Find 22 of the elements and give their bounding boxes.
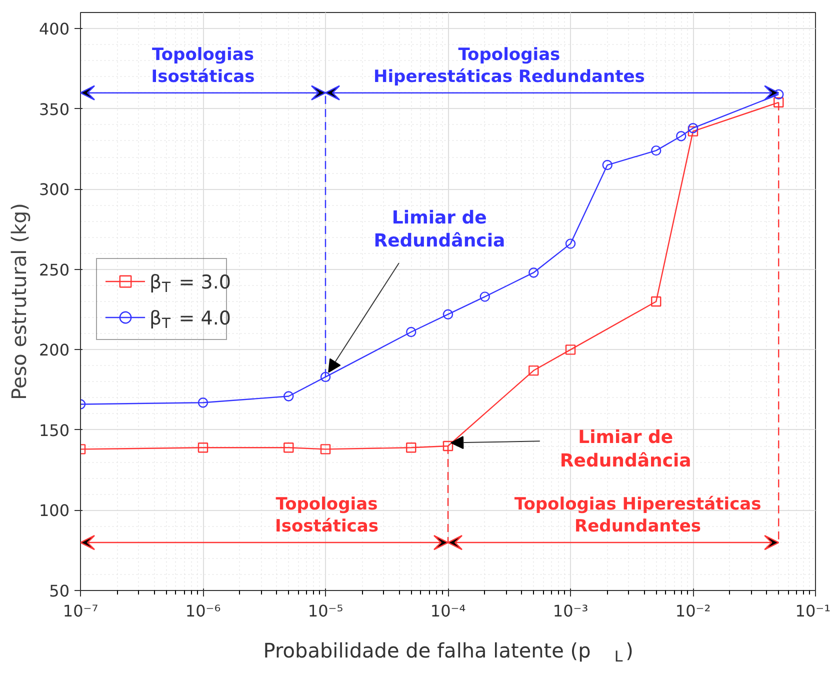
annotation: Topologias Hiperestáticas Redundantes (373, 44, 645, 87)
x-tick-label: 10⁻⁴ (430, 602, 466, 620)
x-tick-label: 10⁻¹ (795, 602, 830, 620)
annotation: Topologias Isostáticas (151, 44, 255, 87)
x-tick-label: 10⁻⁶ (185, 602, 221, 620)
y-tick-label: 250 (38, 260, 70, 280)
y-tick-label: 150 (38, 420, 70, 440)
annotation: Topologias Isostáticas (274, 494, 378, 537)
y-axis-title: Peso estrutural (kg) (6, 203, 31, 400)
annotation: Topologias Hiperestáticas Redundantes (514, 494, 762, 537)
y-tick-label: 300 (38, 180, 70, 200)
x-tick-label: 10⁻⁷ (62, 602, 98, 620)
y-tick-label: 200 (38, 340, 70, 360)
x-tick-label: 10⁻⁵ (308, 602, 344, 620)
annotation: Limiar de Redundância (560, 427, 692, 472)
y-tick-label: 100 (38, 501, 70, 520)
x-tick-label: 10⁻³ (552, 602, 588, 620)
annotation: Limiar de Redundância (374, 208, 506, 252)
y-tick-label: 400 (38, 20, 70, 39)
x-tick-label: 10⁻² (675, 602, 711, 620)
y-tick-label: 50 (49, 582, 70, 600)
y-tick-label: 350 (38, 100, 70, 119)
